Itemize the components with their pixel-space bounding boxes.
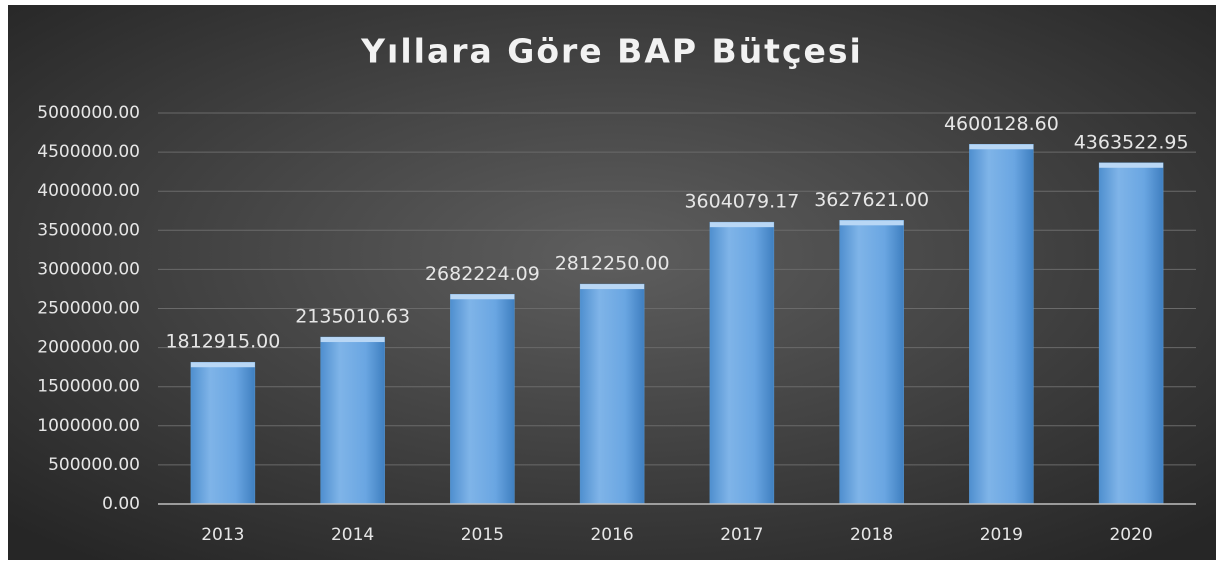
bar-cap: [190, 362, 255, 368]
chart-title: Yıllara Göre BAP Bütçesi: [360, 32, 863, 71]
y-tick-label: 500000.00: [48, 455, 140, 475]
data-label: 2812250.00: [555, 253, 670, 275]
data-label: 3627621.00: [814, 189, 929, 211]
x-tick-label: 2013: [201, 525, 244, 545]
data-label: 1812915.00: [165, 331, 280, 353]
bar: [969, 144, 1034, 505]
data-label: 3604079.17: [684, 191, 799, 213]
y-tick-label: 3500000.00: [37, 220, 140, 240]
bar: [450, 294, 515, 505]
bar-cap: [580, 284, 645, 290]
x-tick-label: 2016: [590, 525, 633, 545]
bar-cap: [709, 222, 774, 228]
x-tick-label: 2020: [1109, 525, 1152, 545]
bar-cap: [969, 144, 1034, 150]
bar: [709, 221, 775, 505]
y-tick-label: 3000000.00: [37, 259, 140, 279]
y-tick-label: 0.00: [102, 494, 140, 514]
bar-cap: [450, 294, 515, 300]
y-tick-label: 2000000.00: [37, 338, 140, 358]
bar-cap: [320, 337, 385, 343]
x-tick-label: 2017: [720, 525, 763, 545]
y-tick-label: 1000000.00: [37, 416, 140, 436]
bar: [579, 283, 645, 505]
x-tick-label: 2018: [850, 525, 893, 545]
y-tick-label: 4500000.00: [37, 142, 140, 162]
bar-cap: [839, 220, 904, 226]
data-label: 2135010.63: [295, 306, 410, 328]
bar: [1098, 162, 1164, 505]
x-tick-label: 2014: [331, 525, 374, 545]
data-label: 4363522.95: [1074, 131, 1189, 153]
y-tick-label: 5000000.00: [37, 103, 140, 123]
data-label: 4600128.60: [944, 113, 1059, 135]
bar-cap: [1099, 162, 1164, 168]
y-tick-label: 4000000.00: [37, 181, 140, 201]
data-label: 2682224.09: [425, 263, 540, 285]
bar: [320, 336, 385, 505]
x-tick-label: 2019: [980, 525, 1023, 545]
bar: [839, 220, 904, 505]
bar: [190, 361, 256, 505]
x-tick-label: 2015: [461, 525, 504, 545]
y-tick-label: 1500000.00: [37, 377, 140, 397]
y-tick-label: 2500000.00: [37, 299, 140, 319]
